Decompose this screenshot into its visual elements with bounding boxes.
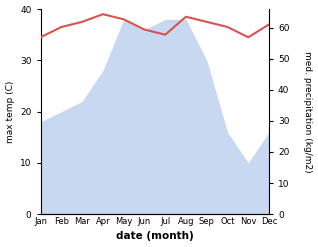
Y-axis label: max temp (C): max temp (C) [5, 80, 15, 143]
X-axis label: date (month): date (month) [116, 231, 194, 242]
Y-axis label: med. precipitation (kg/m2): med. precipitation (kg/m2) [303, 51, 313, 172]
